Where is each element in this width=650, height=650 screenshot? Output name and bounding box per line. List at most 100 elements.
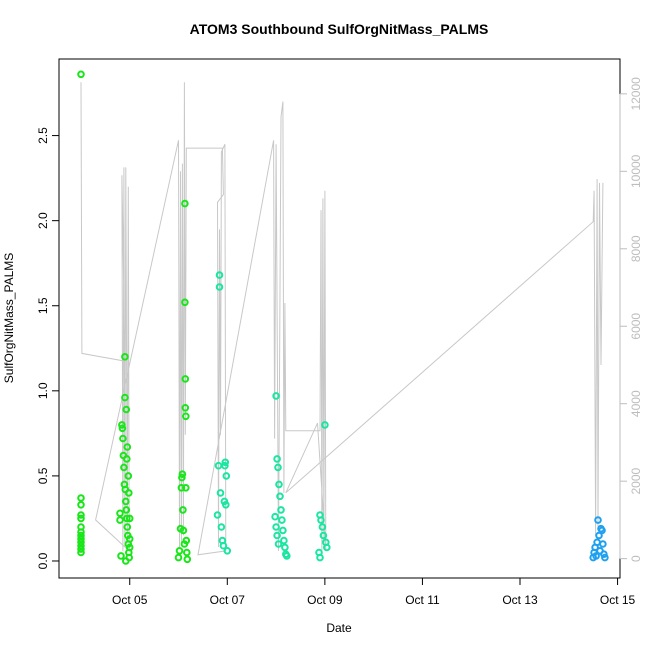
data-point xyxy=(182,412,190,421)
y2-tick-label: 2000 xyxy=(629,468,643,495)
data-point xyxy=(321,421,329,429)
x-tick-label: Oct 15 xyxy=(600,593,636,607)
chart-title: ATOM3 Southbound SulfOrgNitMass_PALMS xyxy=(190,21,489,37)
data-point xyxy=(77,545,85,553)
y-tick-label: 2.5 xyxy=(36,127,50,144)
y-tick-label: 2.0 xyxy=(36,212,50,229)
data-point xyxy=(179,506,187,514)
data-point xyxy=(77,538,85,547)
data-point xyxy=(77,501,85,509)
data-point xyxy=(275,480,283,489)
x-axis-label: Date xyxy=(326,621,352,635)
data-point xyxy=(182,484,190,492)
data-point xyxy=(116,516,124,524)
y2-tick-label: 4000 xyxy=(629,390,643,417)
data-point xyxy=(318,523,327,531)
data-point xyxy=(181,375,190,383)
data-point xyxy=(272,392,280,400)
data-point xyxy=(213,511,222,519)
data-point xyxy=(77,548,85,557)
data-point xyxy=(118,424,127,433)
y2-tick-label: 10000 xyxy=(629,154,643,188)
y-tick-label: 1.5 xyxy=(36,297,50,314)
y-axis-label: SulfOrgNitMass_PALMS xyxy=(2,253,16,383)
data-point xyxy=(121,353,129,361)
data-point xyxy=(181,199,189,208)
data-point xyxy=(124,472,133,480)
data-point xyxy=(274,540,283,548)
x-tick-label: Oct 09 xyxy=(307,593,343,607)
data-point xyxy=(125,535,134,543)
y-tick-label: 0.0 xyxy=(36,552,50,569)
y2-tick-label: 6000 xyxy=(629,313,643,340)
data-point xyxy=(274,463,282,472)
plot-frame xyxy=(58,58,621,579)
data-point xyxy=(271,512,279,521)
data-point xyxy=(117,552,125,560)
y-tick-label: 0.5 xyxy=(36,467,50,484)
data-point xyxy=(181,404,190,412)
data-point xyxy=(178,470,187,479)
data-point xyxy=(123,514,131,523)
x-tick-label: Oct 07 xyxy=(210,593,246,607)
data-point xyxy=(120,463,128,472)
data-point xyxy=(122,557,130,565)
data-point xyxy=(594,516,602,524)
data-point xyxy=(215,271,224,279)
data-point xyxy=(222,472,231,480)
x-tick-label: Oct 11 xyxy=(405,593,440,607)
y2-tick-label: 8000 xyxy=(629,235,643,262)
altitude-line-layer xyxy=(80,82,604,556)
data-point xyxy=(118,421,126,429)
data-point xyxy=(77,541,85,550)
data-point xyxy=(323,543,331,552)
data-point xyxy=(123,443,132,451)
data-point xyxy=(123,455,131,463)
data-point xyxy=(316,553,324,562)
data-point xyxy=(175,547,184,555)
data-point xyxy=(600,550,608,559)
data-point xyxy=(125,543,134,552)
data-point xyxy=(221,458,230,467)
data-point xyxy=(125,514,134,523)
data-point xyxy=(277,506,285,514)
data-point xyxy=(223,547,232,555)
data-point xyxy=(319,531,328,540)
data-point xyxy=(598,526,606,535)
data-point xyxy=(179,526,188,535)
data-point xyxy=(77,494,85,502)
x-tick-label: Oct 13 xyxy=(502,593,538,607)
data-point xyxy=(123,523,132,531)
data-point xyxy=(601,553,609,562)
data-point xyxy=(272,523,280,531)
data-point xyxy=(174,553,183,562)
data-point xyxy=(178,473,186,482)
data-point xyxy=(77,70,85,79)
data-point xyxy=(122,497,130,506)
y-axis-right: 0 2000 4000 6000 8000 10000 12000 xyxy=(619,77,643,562)
data-point xyxy=(77,535,85,543)
y2-tick-label: 12000 xyxy=(629,77,643,111)
data-point xyxy=(116,509,124,518)
data-point xyxy=(216,489,225,497)
data-point xyxy=(221,461,229,470)
data-point xyxy=(122,506,131,514)
data-point xyxy=(276,492,284,501)
data-point xyxy=(181,298,189,307)
y-axis-left: 0.0 0.5 1.0 1.5 2.0 2.5 xyxy=(36,127,60,569)
data-point xyxy=(219,541,228,550)
data-point xyxy=(125,489,133,497)
x-axis: Oct 05 Oct 07 Oct 09 Oct 11 Oct 13 Oct 15 xyxy=(112,577,636,607)
data-point xyxy=(278,516,286,524)
data-point xyxy=(119,434,127,443)
y2-tick-label: 0 xyxy=(629,555,643,562)
data-point xyxy=(77,531,85,540)
data-point xyxy=(121,393,129,402)
data-point xyxy=(215,283,224,291)
data-point xyxy=(273,531,281,540)
data-point xyxy=(317,516,325,524)
data-point xyxy=(222,501,230,509)
data-point xyxy=(182,536,191,545)
data-point xyxy=(122,405,131,414)
data-point xyxy=(77,528,85,536)
